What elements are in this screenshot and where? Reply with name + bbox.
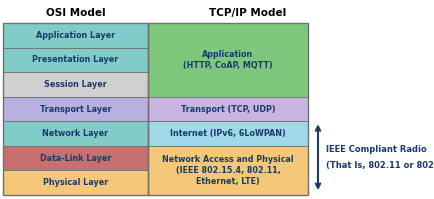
Text: (That Is, 802.11 or 802.15.4): (That Is, 802.11 or 802.15.4) xyxy=(325,161,434,170)
Text: Session Layer: Session Layer xyxy=(44,80,107,89)
Text: Physical Layer: Physical Layer xyxy=(43,178,108,187)
Bar xyxy=(3,170,148,195)
Bar xyxy=(3,72,148,97)
Text: OSI Model: OSI Model xyxy=(46,8,105,18)
Bar xyxy=(148,97,307,121)
Bar xyxy=(148,23,307,195)
Text: Internet (IPv6, 6LoWPAN): Internet (IPv6, 6LoWPAN) xyxy=(170,129,285,138)
Text: IEEE Compliant Radio: IEEE Compliant Radio xyxy=(325,145,426,154)
Text: Network Access and Physical
(IEEE 802.15.4, 802.11,
Ethernet, LTE): Network Access and Physical (IEEE 802.15… xyxy=(162,155,293,186)
Text: Presentation Layer: Presentation Layer xyxy=(32,55,118,64)
Bar xyxy=(148,121,307,146)
Bar xyxy=(3,146,148,170)
Text: Transport (TCP, UDP): Transport (TCP, UDP) xyxy=(180,104,275,113)
Bar xyxy=(3,97,148,121)
Bar xyxy=(148,146,307,195)
Text: Network Layer: Network Layer xyxy=(43,129,108,138)
Text: Transport Layer: Transport Layer xyxy=(39,104,111,113)
Bar xyxy=(3,121,148,146)
Text: TCP/IP Model: TCP/IP Model xyxy=(209,8,286,18)
Bar xyxy=(3,23,148,48)
Text: Application
(HTTP, CoAP, MQTT): Application (HTTP, CoAP, MQTT) xyxy=(183,50,272,70)
Bar xyxy=(3,48,148,72)
Text: Data-Link Layer: Data-Link Layer xyxy=(39,154,111,163)
Bar xyxy=(148,23,307,97)
Text: Application Layer: Application Layer xyxy=(36,31,115,40)
Bar xyxy=(3,23,148,195)
